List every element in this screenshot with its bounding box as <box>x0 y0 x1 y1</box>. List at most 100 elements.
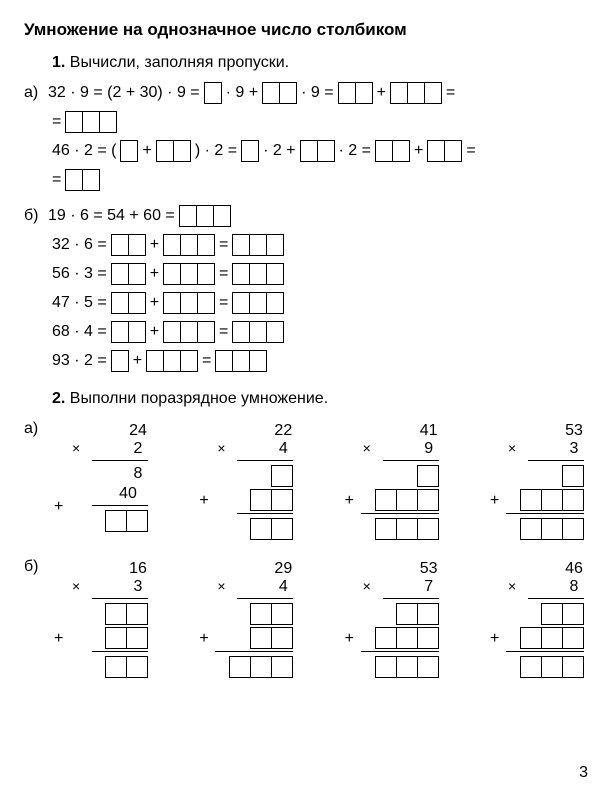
blank-b2a[interactable] <box>111 234 146 256</box>
plus-icon: + <box>199 630 208 648</box>
b2-answer[interactable] <box>229 656 293 678</box>
t1b6: 93 · 2 = <box>52 348 107 374</box>
t1a1-mid2: · 9 = <box>301 80 333 106</box>
blank-b4b[interactable] <box>163 292 215 314</box>
task2-head: 2. Выполни поразрядное умножение. <box>52 390 588 408</box>
b4-p2[interactable] <box>520 627 584 649</box>
task1-a-label: а) <box>24 80 44 106</box>
rule <box>215 651 293 652</box>
b3-bot: 7 <box>419 578 439 596</box>
b4-top: 46 <box>564 560 584 578</box>
eq: = <box>219 232 228 258</box>
a3-p1[interactable] <box>417 465 439 487</box>
eq: = <box>446 80 455 106</box>
rule <box>506 513 584 514</box>
task1-b-label: б) <box>24 203 44 229</box>
blank-11[interactable] <box>427 140 462 162</box>
plus-icon: + <box>490 492 499 510</box>
times-icon: × <box>72 440 80 456</box>
eq: = <box>466 138 475 164</box>
b4-answer[interactable] <box>520 656 584 678</box>
blank-b3a[interactable] <box>111 263 146 285</box>
b4-p1[interactable] <box>541 603 584 625</box>
task2-row-b: × 16 3 + × 29 4 + × 53 7 + <box>48 560 584 678</box>
blank-8[interactable] <box>241 140 259 162</box>
a2-p2[interactable] <box>250 489 293 511</box>
task1-a-line2: 46 · 2 = ( + ) · 2 = · 2 + · 2 = + = <box>52 138 588 164</box>
a3-answer[interactable] <box>375 518 439 540</box>
a1-answer[interactable] <box>105 510 148 532</box>
t1a2-pre: 46 · 2 = ( <box>52 138 116 164</box>
times-icon: × <box>217 440 225 456</box>
b2-p1[interactable] <box>250 603 293 625</box>
a1-bot: 2 <box>128 440 148 458</box>
blank-2[interactable] <box>262 82 297 104</box>
blank-b6c[interactable] <box>215 350 267 372</box>
task1-b-line2: 32 · 6 = + = <box>52 232 588 258</box>
a3-p2[interactable] <box>375 489 439 511</box>
plus2a: + <box>142 138 151 164</box>
task1-b-line6: 93 · 2 = + = <box>52 348 588 374</box>
rule <box>361 651 439 652</box>
t1b4: 47 · 5 = <box>52 290 107 316</box>
a1-p1: 8 <box>128 465 148 483</box>
b2-p2[interactable] <box>250 627 293 649</box>
page-number: 3 <box>579 764 588 782</box>
b3-p2[interactable] <box>375 627 439 649</box>
times-icon: × <box>363 578 371 594</box>
blank-10[interactable] <box>375 140 410 162</box>
b1-answer[interactable] <box>105 656 148 678</box>
blank-b6b[interactable] <box>146 350 198 372</box>
blank-3[interactable] <box>338 82 373 104</box>
task2-num: 2. <box>52 390 65 407</box>
rule <box>361 513 439 514</box>
task1-b-line3: 56 · 3 = + = <box>52 261 588 287</box>
a2-p1[interactable] <box>271 465 293 487</box>
blank-9[interactable] <box>300 140 335 162</box>
plus-icon: + <box>345 630 354 648</box>
blank-b5c[interactable] <box>232 321 284 343</box>
t1b5: 68 · 4 = <box>52 319 107 345</box>
a4-p1[interactable] <box>562 465 584 487</box>
a1-top: 24 <box>128 422 148 440</box>
blank-b2c[interactable] <box>232 234 284 256</box>
a3-bot: 9 <box>419 440 439 458</box>
b1-p1[interactable] <box>105 603 148 625</box>
a1-p2: 40 <box>108 485 148 503</box>
b1-p2[interactable] <box>105 627 148 649</box>
blank-b3c[interactable] <box>232 263 284 285</box>
b4-bot: 8 <box>564 578 584 596</box>
a4-answer[interactable] <box>520 518 584 540</box>
rule <box>506 651 584 652</box>
blank-b4c[interactable] <box>232 292 284 314</box>
blank-b5b[interactable] <box>163 321 215 343</box>
t1a1-pre: 32 · 9 = (2 + 30) · 9 = <box>48 80 200 106</box>
blank-4[interactable] <box>390 82 442 104</box>
blank-1[interactable] <box>204 82 222 104</box>
blank-5[interactable] <box>65 111 117 133</box>
plus-icon: + <box>490 630 499 648</box>
blank-b5a[interactable] <box>111 321 146 343</box>
rule <box>528 460 584 461</box>
eq: = <box>52 167 61 193</box>
plus: + <box>150 290 159 316</box>
plus: + <box>150 261 159 287</box>
plus-icon: + <box>54 630 63 648</box>
blank-b1[interactable] <box>179 205 231 227</box>
rule <box>92 460 148 461</box>
blank-7[interactable] <box>156 140 191 162</box>
a4-p2[interactable] <box>520 489 584 511</box>
blank-b3b[interactable] <box>163 263 215 285</box>
b3-p1[interactable] <box>396 603 439 625</box>
times-icon: × <box>508 578 516 594</box>
a2-answer[interactable] <box>250 518 293 540</box>
blank-b4a[interactable] <box>111 292 146 314</box>
blank-12[interactable] <box>65 169 100 191</box>
blank-b6a[interactable] <box>111 350 129 372</box>
blank-6[interactable] <box>120 140 138 162</box>
b1-top: 16 <box>128 560 148 578</box>
b3-answer[interactable] <box>375 656 439 678</box>
colmul-a3: × 41 9 + <box>339 422 439 540</box>
blank-b2b[interactable] <box>163 234 215 256</box>
t1a1-mid1: · 9 + <box>226 80 258 106</box>
